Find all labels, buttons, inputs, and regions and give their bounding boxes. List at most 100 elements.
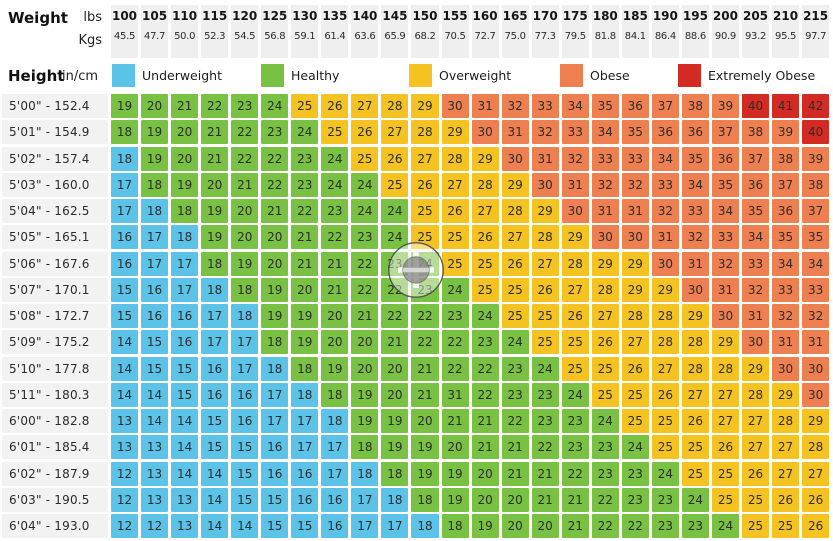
bmi-cell: 25 [471, 251, 499, 276]
bmi-cell: 29 [441, 120, 469, 145]
bmi-cell: 34 [681, 172, 709, 197]
weight-lbs-value: 195 [682, 9, 708, 23]
weight-lbs-value: 150 [412, 9, 438, 23]
bmi-cell: 20 [231, 225, 259, 250]
bmi-cell: 38 [802, 172, 830, 197]
bmi-cell: 17 [141, 225, 169, 250]
bmi-cell: 25 [411, 199, 439, 223]
weight-lbs-value: 210 [773, 9, 799, 23]
bmi-cell: 36 [681, 120, 709, 145]
weight-column-header: 115 52.3 [201, 5, 229, 58]
bmi-cell: 30 [531, 172, 559, 197]
underweight-swatch [112, 64, 135, 87]
bmi-cell: 27 [351, 94, 379, 118]
bmi-cell: 31 [531, 146, 559, 171]
bmi-cell: 29 [591, 251, 619, 276]
bmi-cell: 27 [561, 277, 589, 302]
bmi-cell: 25 [441, 251, 469, 276]
bmi-cell: 13 [141, 461, 169, 486]
overweight-swatch [409, 64, 432, 87]
legend-item-obese: Obese [560, 64, 630, 87]
bmi-cell: 17 [381, 514, 409, 538]
bmi-cell: 19 [411, 461, 439, 486]
bmi-cell: 34 [591, 120, 619, 145]
bmi-cell: 25 [351, 146, 379, 171]
bmi-cell: 23 [621, 487, 649, 512]
bmi-cell: 22 [621, 514, 649, 538]
bmi-cell: 24 [381, 199, 409, 223]
bmi-cell: 29 [471, 146, 499, 171]
bmi-cell: 26 [651, 382, 679, 407]
bmi-cell: 15 [231, 461, 259, 486]
bmi-row: 5'07" - 170.1 15 16 17 18 18 19 20 21 22 22 23 24 25 2… [0, 277, 833, 302]
height-row-label: 6'03" - 190.5 [2, 487, 108, 512]
weight-kgs-value: 81.8 [594, 31, 616, 42]
bmi-cell: 24 [441, 277, 469, 302]
bmi-cell: 33 [681, 199, 709, 223]
bmi-cell: 29 [501, 172, 529, 197]
bmi-cell: 32 [651, 199, 679, 223]
bmi-cell: 20 [351, 356, 379, 381]
kgs-unit-label: Kgs [78, 33, 102, 48]
bmi-cell: 35 [711, 172, 739, 197]
bmi-cell: 22 [411, 330, 439, 355]
bmi-cell: 32 [561, 146, 589, 171]
bmi-row: 5'10" - 177.8 14 15 15 16 17 18 18 19 20 20 21 22 22 2… [0, 356, 833, 381]
bmi-cell: 22 [321, 225, 349, 250]
bmi-cell: 23 [291, 146, 319, 171]
bmi-cell: 14 [201, 514, 229, 538]
bmi-cell: 23 [501, 356, 529, 381]
bmi-cell: 19 [321, 356, 349, 381]
height-row-label: 5'08" - 172.7 [2, 304, 108, 328]
bmi-cell: 13 [171, 514, 199, 538]
bmi-cell: 18 [201, 277, 229, 302]
bmi-cell: 33 [711, 225, 739, 250]
weight-column-header: 170 77.3 [531, 5, 559, 58]
bmi-cell: 26 [351, 120, 379, 145]
bmi-cell: 25 [411, 225, 439, 250]
bmi-cell: 23 [681, 514, 709, 538]
height-row-label: 5'02" - 157.4 [2, 146, 108, 171]
weight-kgs-value: 68.2 [414, 31, 436, 42]
bmi-cell: 29 [741, 356, 770, 381]
bmi-cell: 34 [561, 94, 589, 118]
bmi-cell: 17 [171, 277, 199, 302]
bmi-row: 6'03" - 190.5 12 13 13 14 15 15 16 16 17 18 18 19 20 2… [0, 487, 833, 512]
bmi-cell: 12 [141, 514, 169, 538]
bmi-cell: 18 [141, 199, 169, 223]
bmi-cell: 20 [471, 461, 499, 486]
bmi-cell: 21 [561, 514, 589, 538]
bmi-cell: 13 [141, 435, 169, 460]
bmi-cell: 30 [501, 146, 529, 171]
bmi-cell: 19 [171, 172, 199, 197]
bmi-cell: 17 [201, 330, 229, 355]
height-row-label: 5'00" - 152.4 [2, 94, 108, 118]
bmi-cell: 33 [621, 146, 649, 171]
height-row-label: 5'05" - 165.1 [2, 225, 108, 250]
bmi-cell: 12 [111, 461, 139, 486]
bmi-cell: 23 [231, 94, 259, 118]
bmi-cell: 25 [651, 409, 679, 433]
height-axis-label: Height [8, 67, 65, 85]
bmi-cell: 22 [501, 409, 529, 433]
bmi-cell: 22 [201, 94, 229, 118]
bmi-cell: 23 [471, 330, 499, 355]
bmi-cell: 26 [411, 172, 439, 197]
weight-lbs-value: 100 [111, 9, 138, 23]
bmi-cell: 24 [411, 251, 439, 276]
bmi-cell: 27 [441, 172, 469, 197]
bmi-cell: 13 [171, 487, 199, 512]
bmi-cell: 33 [531, 94, 559, 118]
bmi-cell: 22 [351, 251, 379, 276]
weight-header-corner: Weight lbs Kgs [0, 5, 108, 58]
bmi-cell: 25 [741, 487, 770, 512]
bmi-cell: 25 [501, 277, 529, 302]
bmi-cell: 25 [291, 94, 319, 118]
bmi-cell: 26 [711, 435, 739, 460]
bmi-cell: 22 [381, 277, 409, 302]
bmi-cell: 23 [501, 382, 529, 407]
bmi-cell: 21 [321, 277, 349, 302]
bmi-cell: 13 [111, 435, 139, 460]
bmi-cell: 35 [621, 120, 649, 145]
bmi-cell: 20 [501, 487, 529, 512]
